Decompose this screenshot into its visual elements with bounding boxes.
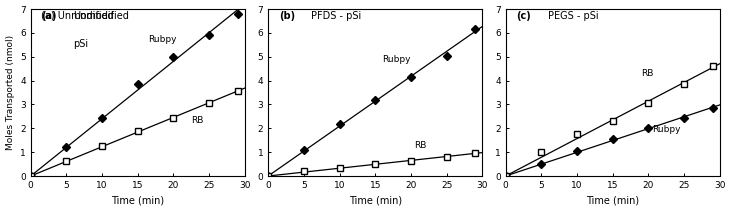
Text: pSi: pSi bbox=[74, 39, 88, 49]
Text: (a): (a) bbox=[42, 11, 57, 21]
Text: PFDS - pSi: PFDS - pSi bbox=[311, 11, 361, 21]
Text: (a) Unmodified: (a) Unmodified bbox=[42, 11, 114, 21]
Text: RB: RB bbox=[414, 141, 427, 150]
Text: Rubpy: Rubpy bbox=[652, 125, 681, 134]
X-axis label: Time (min): Time (min) bbox=[586, 195, 639, 206]
Text: PEGS - pSi: PEGS - pSi bbox=[548, 11, 599, 21]
Text: RB: RB bbox=[192, 116, 204, 125]
Y-axis label: Moles Transported (nmol): Moles Transported (nmol) bbox=[6, 35, 15, 150]
Text: RB: RB bbox=[641, 69, 654, 78]
Text: Rubpy: Rubpy bbox=[148, 35, 177, 44]
Text: Unmodified: Unmodified bbox=[74, 11, 129, 21]
Text: Rubpy: Rubpy bbox=[382, 55, 411, 64]
X-axis label: Time (min): Time (min) bbox=[111, 195, 164, 206]
Text: (b): (b) bbox=[279, 11, 295, 21]
Text: (c): (c) bbox=[516, 11, 531, 21]
X-axis label: Time (min): Time (min) bbox=[349, 195, 402, 206]
